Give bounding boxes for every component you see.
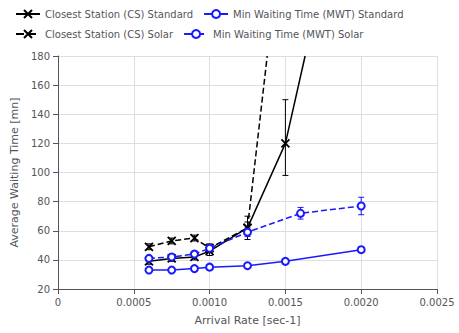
svg-text:80: 80 (37, 196, 50, 207)
svg-text:20: 20 (37, 284, 50, 295)
svg-text:60: 60 (37, 225, 50, 236)
svg-text:0.0010: 0.0010 (192, 297, 227, 308)
svg-text:0.0005: 0.0005 (116, 297, 151, 308)
svg-text:Min Waiting Time (MWT) Solar: Min Waiting Time (MWT) Solar (213, 29, 364, 40)
svg-text:Min Waiting Time (MWT) Standar: Min Waiting Time (MWT) Standard (233, 9, 403, 20)
svg-text:180: 180 (31, 51, 50, 62)
svg-text:0.0015: 0.0015 (268, 297, 303, 308)
svg-text:0.0025: 0.0025 (420, 297, 455, 308)
svg-text:Arrival Rate [sec-1]: Arrival Rate [sec-1] (194, 314, 300, 327)
svg-text:0: 0 (55, 297, 61, 308)
svg-text:100: 100 (31, 167, 50, 178)
svg-text:160: 160 (31, 80, 50, 91)
svg-text:Closest Station (CS) Standard: Closest Station (CS) Standard (45, 9, 193, 20)
svg-text:140: 140 (31, 109, 50, 120)
svg-text:Closest Station (CS) Solar: Closest Station (CS) Solar (45, 29, 174, 40)
svg-text:Average Waiting Time [mn]: Average Waiting Time [mn] (8, 97, 21, 247)
svg-text:40: 40 (37, 254, 50, 265)
svg-text:0.0020: 0.0020 (344, 297, 379, 308)
svg-text:120: 120 (31, 138, 50, 149)
